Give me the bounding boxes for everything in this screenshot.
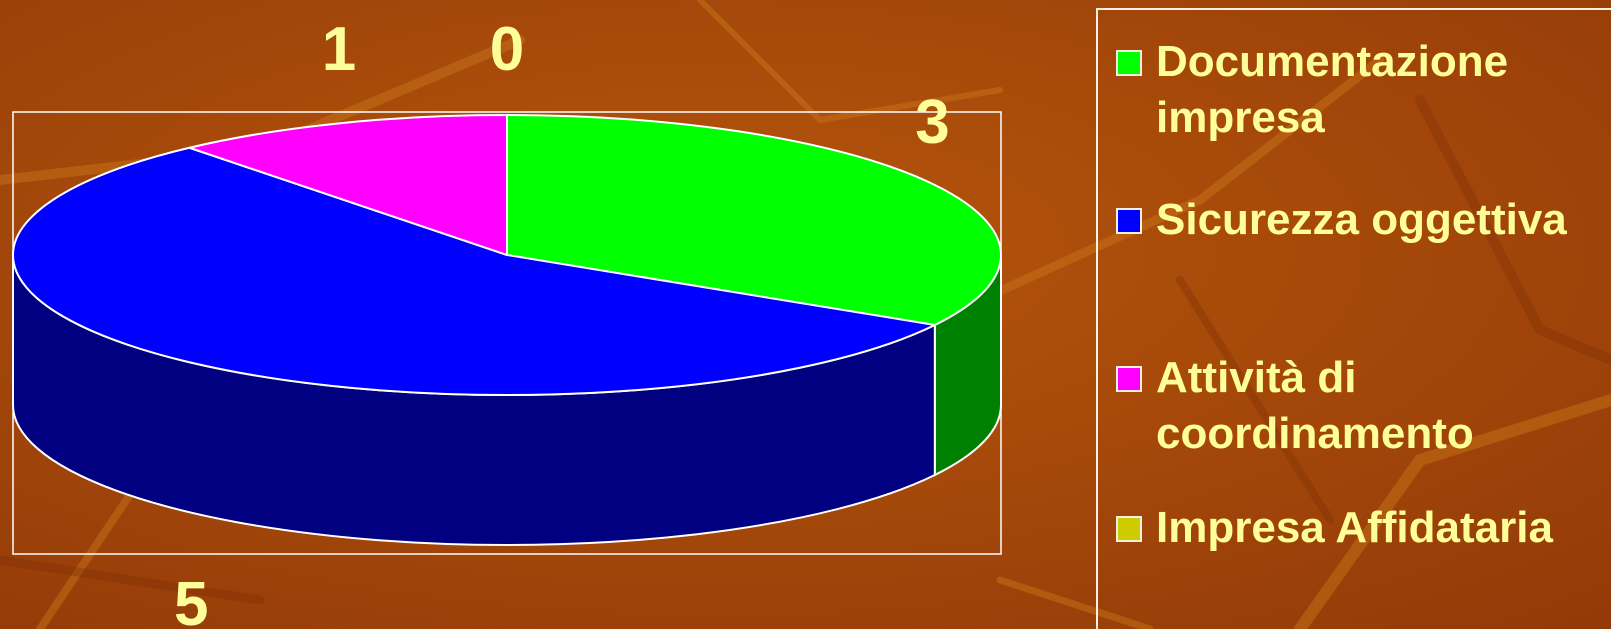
legend-item-documentazione: Documentazione impresa	[1116, 34, 1508, 146]
legend-swatch-olive	[1116, 516, 1142, 542]
legend-swatch-magenta	[1116, 366, 1142, 392]
legend-label: Impresa Affidataria	[1156, 503, 1553, 552]
legend-label: Attività di coordinamento	[1156, 353, 1474, 458]
legend-item-coordinamento: Attività di coordinamento	[1116, 350, 1474, 462]
pie-tops	[12, 114, 1002, 396]
pie-data-labels: 3 5 1 0	[174, 15, 950, 629]
data-label-documentazione: 3	[915, 88, 949, 157]
pie-slice-coordinamento	[188, 114, 508, 256]
legend-swatch-blue	[1116, 208, 1142, 234]
legend-swatch-green	[1116, 50, 1142, 76]
legend-label: Sicurezza oggettiva	[1156, 195, 1567, 244]
data-label-sicurezza: 5	[174, 570, 208, 629]
pie-slice-documentazione	[506, 114, 1002, 326]
data-label-impresa-affidataria: 0	[490, 15, 524, 84]
legend-label: Documentazione impresa	[1156, 37, 1509, 142]
legend-item-impresa-affidataria: Impresa Affidataria	[1116, 500, 1553, 556]
legend-item-sicurezza: Sicurezza oggettiva	[1116, 192, 1567, 248]
data-label-coordinamento: 1	[322, 15, 356, 84]
legend: Documentazione impresa Sicurezza oggetti…	[1096, 8, 1611, 629]
pie-slice-sicurezza	[12, 146, 936, 396]
